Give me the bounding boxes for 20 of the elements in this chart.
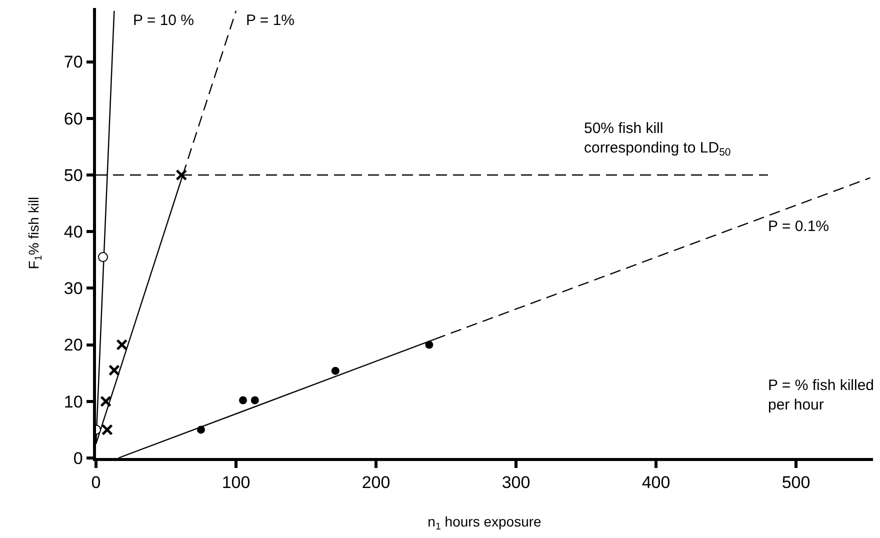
x-tick-label: 100 (222, 473, 250, 492)
x-tick-label: 300 (502, 473, 530, 492)
annotation: P = 0.1% (768, 218, 830, 235)
x-tick-label: 500 (782, 473, 810, 492)
y-tick-label: 0 (73, 448, 83, 468)
x-tick-label: 0 (91, 473, 101, 492)
annotation: P = 10 % (133, 12, 194, 29)
y-tick-label: 40 (64, 222, 83, 242)
y-tick-label: 30 (64, 279, 83, 298)
annotation: 50% fish kill corresponding to LD$_{50}$ (584, 120, 731, 159)
y-tick-label: 70 (64, 52, 83, 72)
y-tick-label: 10 (64, 392, 83, 412)
annotation: P = 1% (246, 12, 295, 29)
x-axis-title: n$_{1}$ hours exposure (428, 513, 542, 532)
y-tick-label: 60 (64, 109, 83, 128)
y-tick-label: 20 (64, 336, 83, 355)
annotation: P = % fish killed per hour (768, 377, 874, 414)
x-tick-label: 400 (642, 473, 670, 492)
x-tick-label: 200 (362, 473, 390, 492)
y-tick-label: 50 (64, 166, 83, 185)
